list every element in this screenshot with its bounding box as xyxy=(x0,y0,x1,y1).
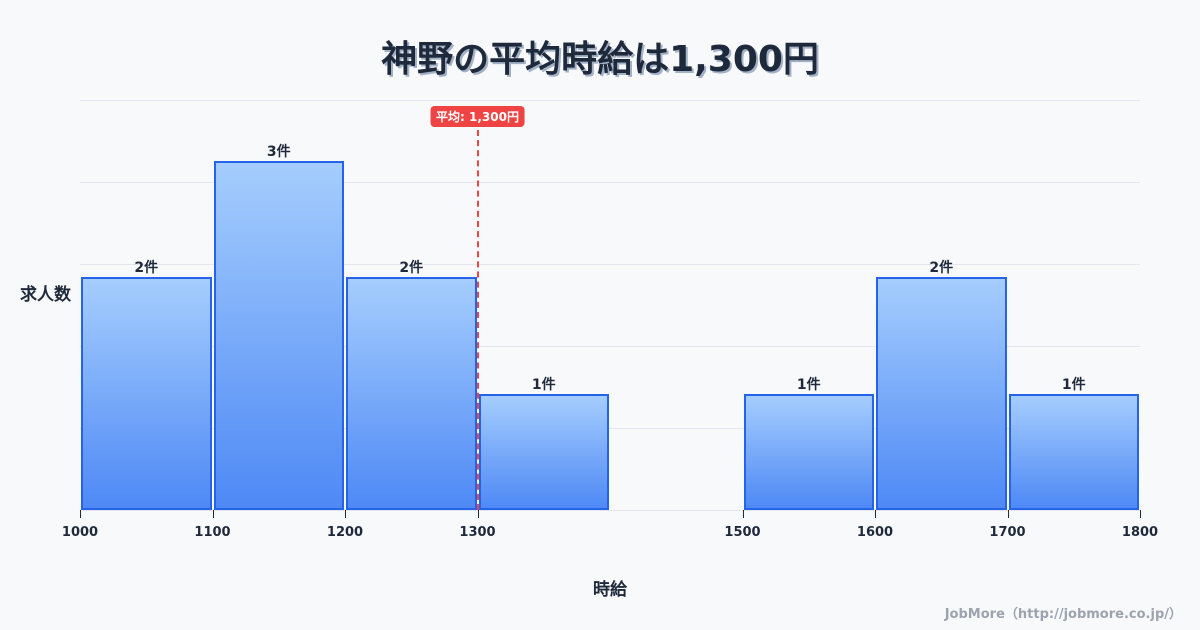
histogram-bar xyxy=(876,277,1007,510)
histogram-bar xyxy=(743,393,874,510)
x-tick-label: 1100 xyxy=(194,525,231,540)
x-tick xyxy=(477,510,479,518)
gridline xyxy=(80,264,1140,265)
bar-count-label: 2件 xyxy=(399,260,424,277)
bar-count-label: 2件 xyxy=(929,260,954,277)
x-tick-label: 1600 xyxy=(856,525,894,540)
x-tick xyxy=(345,510,346,518)
histogram-bar xyxy=(213,161,344,510)
y-axis-label: 求人数 xyxy=(20,285,71,305)
histogram-bar xyxy=(478,393,609,510)
histogram-bar xyxy=(1008,393,1139,510)
credit-text: JobMore（http://jobmore.co.jp/） xyxy=(944,607,1182,622)
bar-count-label: 2件 xyxy=(134,260,159,277)
x-axis-baseline xyxy=(80,510,1140,511)
gridline xyxy=(80,100,1140,101)
x-tick xyxy=(875,510,876,518)
x-tick-label: 1500 xyxy=(724,525,761,540)
histogram-bar xyxy=(346,277,477,510)
histogram-bar xyxy=(81,277,212,510)
gridline xyxy=(80,428,1140,429)
x-tick xyxy=(212,510,214,518)
x-tick xyxy=(1140,510,1141,518)
x-tick-label: 1300 xyxy=(459,525,496,540)
gridline xyxy=(80,346,1140,347)
x-tick-label: 1000 xyxy=(61,525,99,540)
mean-line xyxy=(476,130,479,510)
bar-count-label: 1件 xyxy=(1061,376,1086,393)
plot-area: 2件 3件 2件 1件 1件 2件 1件 1000 1100 1200 1300 1500 1600 17… xyxy=(62,100,1158,540)
gridline xyxy=(80,182,1140,183)
bar-count-label: 1件 xyxy=(796,376,821,393)
x-tick xyxy=(742,510,744,518)
x-tick-label: 1800 xyxy=(1121,525,1159,540)
x-axis-label: 時給 xyxy=(593,580,627,600)
bar-count-label: 1件 xyxy=(531,376,556,393)
mean-badge: 平均: 1,300円 xyxy=(430,106,525,127)
bar-count-label: 3件 xyxy=(266,144,291,161)
x-tick xyxy=(1007,510,1009,518)
chart-title: 神野の平均時給は1,300円 xyxy=(381,39,819,80)
x-tick-label: 1700 xyxy=(989,525,1026,540)
x-tick xyxy=(80,510,81,518)
x-tick-label: 1200 xyxy=(326,525,364,540)
